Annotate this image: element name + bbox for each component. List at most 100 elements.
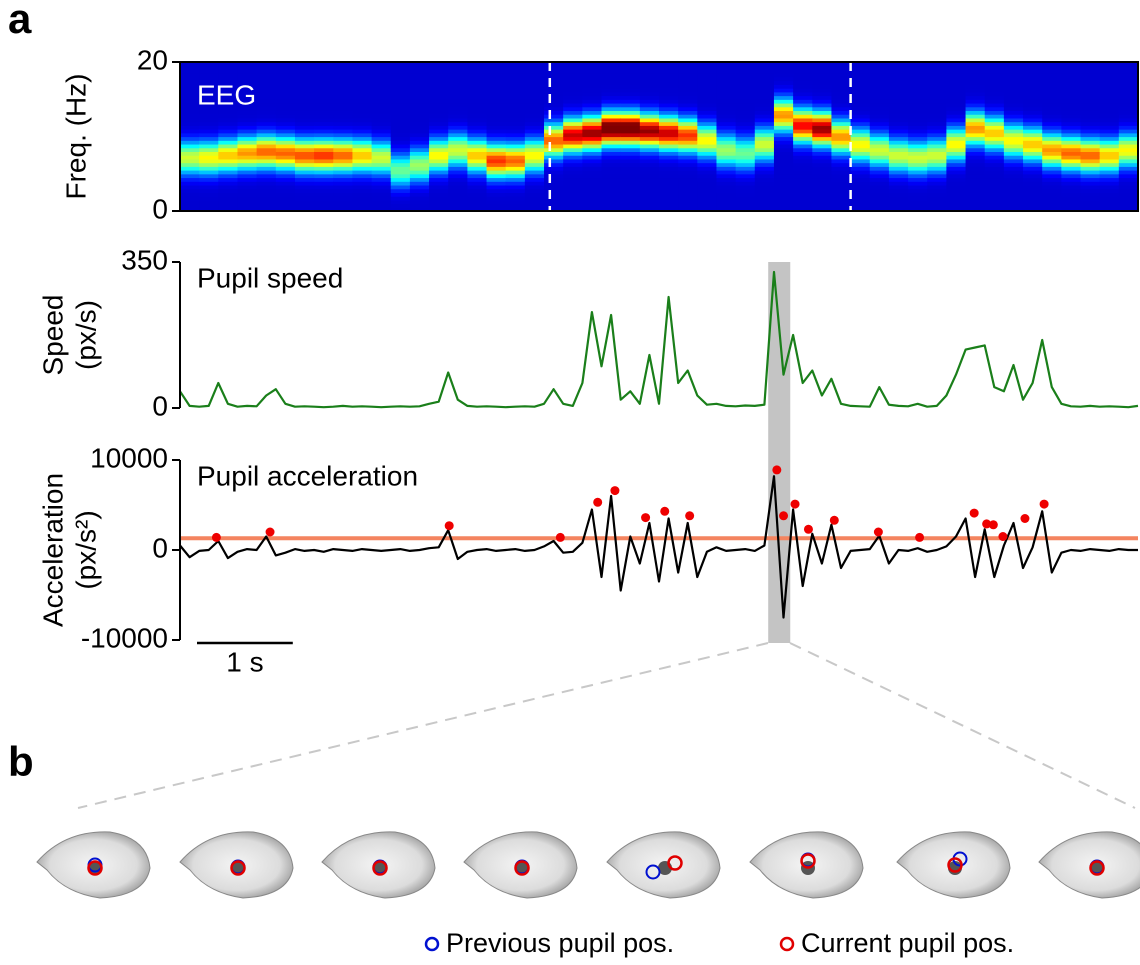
heatmap-cell (639, 117, 660, 123)
heatmap-cell (429, 69, 449, 74)
heatmap-cell (486, 166, 507, 171)
heatmap-cell (984, 106, 1005, 112)
heatmap-cell (601, 99, 622, 104)
heatmap-cell (793, 102, 813, 108)
heatmap-cell (659, 203, 679, 208)
heatmap-cell (773, 143, 794, 149)
heatmap-cell (237, 162, 258, 167)
heatmap-cell (678, 143, 698, 149)
heatmap-cell (582, 173, 603, 179)
heatmap-cell (908, 80, 928, 85)
heatmap-cell (448, 129, 468, 134)
heatmap-cell (275, 173, 296, 179)
heatmap-cell (659, 69, 679, 74)
heatmap-cell (908, 132, 928, 138)
heatmap-cell (180, 147, 200, 152)
heatmap-cell (505, 166, 526, 171)
heatmap-cell (524, 125, 545, 130)
heatmap-cell (639, 121, 660, 126)
heatmap-cell (448, 162, 468, 167)
heatmap-cell (486, 203, 507, 208)
heatmap-cell (275, 199, 296, 205)
heatmap-cell (352, 99, 373, 104)
heatmap-cell (1023, 102, 1043, 108)
heatmap-cell (275, 132, 296, 138)
heatmap-cell (1023, 80, 1043, 85)
heatmap-cell (582, 73, 603, 78)
heatmap-cell (448, 147, 468, 152)
heatmap-cell (754, 188, 775, 193)
heatmap-cell (1003, 147, 1024, 152)
heatmap-cell (524, 69, 545, 74)
heatmap-cell (486, 69, 507, 74)
heatmap-cell (275, 170, 296, 175)
heatmap-cell (984, 73, 1005, 78)
heatmap-cell (639, 102, 660, 108)
heatmap-cell (390, 95, 411, 100)
heatmap-cell (678, 181, 698, 186)
heatmap-cell (773, 88, 794, 93)
heatmap-cell (371, 69, 392, 74)
heatmap-cell (678, 170, 698, 175)
heatmap-cell (390, 166, 411, 171)
heatmap-cell (697, 65, 718, 71)
heatmap-cell (869, 203, 890, 208)
heatmap-cell (927, 207, 947, 211)
heatmap-cell (793, 88, 813, 93)
heatmap-cell (812, 129, 833, 134)
heatmap-cell (563, 173, 583, 179)
heatmap-cell (659, 192, 679, 197)
heatmap-cell (1023, 151, 1043, 156)
heatmap-cell (1080, 76, 1101, 82)
heatmap-cell (275, 162, 296, 167)
heatmap-cell (563, 140, 583, 145)
heatmap-cell (697, 95, 718, 100)
heatmap-cell (793, 80, 813, 85)
heatmap-cell (199, 147, 219, 152)
heatmap-cell (965, 184, 986, 190)
heatmap-cell (218, 117, 239, 123)
heatmap-cell (1061, 177, 1082, 182)
heatmap-cell (812, 192, 833, 197)
heatmap-cell (678, 129, 698, 134)
heatmap-cell (199, 69, 219, 74)
heatmap-cell (371, 203, 392, 208)
heatmap-cell (601, 188, 622, 193)
heatmap-cell (294, 84, 315, 89)
heatmap-cell (754, 117, 775, 123)
heatmap-cell (582, 62, 603, 67)
heatmap-cell (1061, 91, 1082, 97)
heatmap-cell (850, 117, 871, 123)
heatmap-cell (946, 80, 967, 85)
heatmap-cell (793, 177, 813, 182)
heatmap-cell (1099, 181, 1120, 186)
heatmap-cell (601, 158, 622, 164)
eye-frames (36, 831, 1140, 899)
heatmap-cell (314, 125, 334, 130)
heatmap-cell (467, 192, 488, 197)
heatmap-cell (333, 114, 354, 119)
heatmap-cell (314, 199, 334, 205)
heatmap-cell (429, 184, 449, 190)
heatmap-cell (505, 151, 526, 156)
heatmap-cell (965, 143, 986, 149)
heatmap-cell (199, 192, 219, 197)
heatmap-cell (294, 162, 315, 167)
heatmap-cell (965, 199, 986, 205)
heatmap-cell (563, 69, 583, 74)
heatmap-cell (946, 147, 967, 152)
heatmap-cell (754, 166, 775, 171)
heatmap-cell (697, 170, 718, 175)
heatmap-cell (908, 125, 928, 130)
legend-label: Current pupil pos. (801, 928, 1014, 958)
heatmap-cell (467, 184, 488, 190)
heatmap-cell (965, 110, 986, 115)
y-axis-label: (px/s²) (70, 510, 101, 589)
heatmap-cell (352, 184, 373, 190)
heatmap-cell (409, 151, 430, 156)
heatmap-cell (448, 181, 468, 186)
heatmap-cell (467, 91, 488, 97)
heatmap-cell (735, 117, 756, 123)
heatmap-cell (908, 99, 928, 104)
